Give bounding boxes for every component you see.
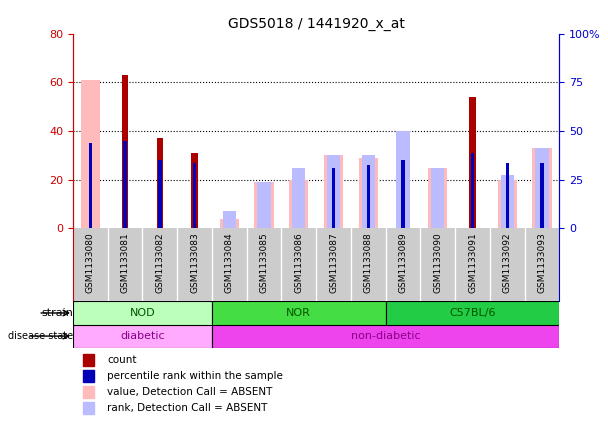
Bar bbox=[83, 402, 94, 414]
Bar bbox=[157, 138, 163, 228]
Bar bbox=[327, 156, 340, 228]
Bar bbox=[73, 302, 212, 324]
Text: GSM1133084: GSM1133084 bbox=[225, 232, 234, 293]
Text: C57BL/6: C57BL/6 bbox=[449, 308, 496, 318]
Bar bbox=[505, 163, 509, 228]
Text: GSM1133083: GSM1133083 bbox=[190, 232, 199, 293]
Text: disease state: disease state bbox=[8, 331, 73, 341]
Text: GSM1133082: GSM1133082 bbox=[155, 232, 164, 293]
Bar bbox=[158, 160, 162, 228]
Bar bbox=[362, 156, 375, 228]
Bar bbox=[219, 219, 239, 228]
Text: GSM1133090: GSM1133090 bbox=[434, 232, 442, 293]
Text: strain: strain bbox=[41, 308, 73, 318]
Bar bbox=[123, 141, 127, 228]
Bar bbox=[541, 163, 544, 228]
Bar bbox=[223, 212, 236, 228]
Text: GSM1133093: GSM1133093 bbox=[537, 232, 547, 293]
Bar bbox=[332, 168, 335, 228]
Bar bbox=[324, 156, 343, 228]
Bar bbox=[396, 131, 410, 228]
Bar bbox=[536, 148, 548, 228]
Text: GSM1133086: GSM1133086 bbox=[294, 232, 303, 293]
Bar bbox=[81, 80, 100, 228]
Text: count: count bbox=[107, 354, 137, 365]
Bar bbox=[193, 163, 196, 228]
Bar bbox=[83, 354, 94, 366]
Text: non-diabetic: non-diabetic bbox=[351, 331, 421, 341]
Bar bbox=[401, 160, 405, 228]
Bar bbox=[122, 75, 128, 228]
Text: GSM1133080: GSM1133080 bbox=[86, 232, 95, 293]
Text: GSM1133089: GSM1133089 bbox=[398, 232, 407, 293]
Bar bbox=[385, 302, 559, 324]
Text: GSM1133085: GSM1133085 bbox=[260, 232, 269, 293]
Bar bbox=[192, 153, 198, 228]
Text: diabetic: diabetic bbox=[120, 331, 165, 341]
Bar bbox=[500, 175, 514, 228]
Text: rank, Detection Call = ABSENT: rank, Detection Call = ABSENT bbox=[107, 403, 268, 413]
Bar bbox=[289, 180, 308, 228]
Text: GSM1133081: GSM1133081 bbox=[120, 232, 130, 293]
Bar bbox=[428, 168, 447, 228]
Text: NOD: NOD bbox=[130, 308, 155, 318]
Bar bbox=[431, 168, 444, 228]
Text: GSM1133088: GSM1133088 bbox=[364, 232, 373, 293]
Bar bbox=[83, 370, 94, 382]
Bar bbox=[212, 324, 559, 348]
Bar bbox=[83, 386, 94, 398]
Text: percentile rank within the sample: percentile rank within the sample bbox=[107, 371, 283, 381]
Bar bbox=[212, 302, 385, 324]
Bar bbox=[367, 165, 370, 228]
Text: GSM1133087: GSM1133087 bbox=[329, 232, 338, 293]
Bar bbox=[257, 182, 271, 228]
Bar bbox=[359, 158, 378, 228]
Bar bbox=[255, 182, 274, 228]
Bar bbox=[89, 143, 92, 228]
Bar bbox=[533, 148, 551, 228]
Title: GDS5018 / 1441920_x_at: GDS5018 / 1441920_x_at bbox=[228, 17, 404, 31]
Text: value, Detection Call = ABSENT: value, Detection Call = ABSENT bbox=[107, 387, 272, 397]
Bar bbox=[292, 168, 305, 228]
Text: GSM1133092: GSM1133092 bbox=[503, 232, 512, 293]
Text: NOR: NOR bbox=[286, 308, 311, 318]
Bar bbox=[73, 324, 212, 348]
Bar bbox=[469, 97, 475, 228]
Bar bbox=[471, 153, 474, 228]
Text: GSM1133091: GSM1133091 bbox=[468, 232, 477, 293]
Bar bbox=[498, 180, 517, 228]
